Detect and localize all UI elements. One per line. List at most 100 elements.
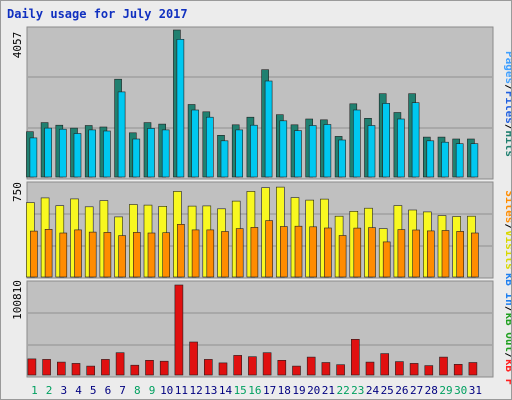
files-bar (352, 109, 361, 178)
files-bar (455, 143, 464, 178)
sites-bar (309, 226, 318, 278)
sites-bar (412, 229, 420, 278)
files-bar (176, 38, 185, 178)
legend-kb-in: kB In (503, 273, 511, 306)
kb-f-bar (439, 356, 448, 376)
kb-f-bar (262, 352, 272, 376)
files-bar (338, 139, 346, 178)
files-bar (73, 133, 82, 178)
sites-bar (44, 229, 53, 278)
kb-f-bar (27, 358, 37, 376)
files-bar (250, 124, 258, 178)
sites-bar (426, 230, 435, 278)
sites-bar (353, 227, 362, 278)
files-bar (132, 138, 141, 178)
kb-f-bar (233, 355, 242, 376)
kb-f-bar (380, 353, 390, 376)
kb-f-bar (115, 352, 125, 376)
kb-f-bar (101, 359, 110, 376)
files-bar (161, 129, 170, 178)
day-label: 25 (381, 384, 394, 397)
day-label: 18 (278, 384, 291, 397)
day-label: 8 (134, 384, 141, 397)
sites-bar (206, 229, 215, 278)
files-bar (308, 125, 317, 178)
day-label: 3 (60, 384, 67, 397)
kb-f-bar (453, 363, 463, 376)
files-bar (220, 140, 229, 178)
kb-f-bar (71, 363, 81, 376)
kb-f-bar (130, 364, 140, 376)
legend-hits: Hits (503, 131, 511, 158)
day-label: 22 (336, 384, 349, 397)
sites-bar (177, 224, 185, 278)
files-bar (382, 103, 391, 178)
sites-bar (265, 220, 273, 278)
day-label: 4 (75, 384, 82, 397)
kb-f-bar (468, 362, 478, 376)
kb-f-bar (365, 361, 375, 376)
legend-visits: Visits (503, 230, 511, 270)
sites-bar (250, 227, 259, 278)
visits-max-label: 750 (11, 182, 24, 202)
day-label: 17 (263, 384, 276, 397)
kb-f-bar (336, 364, 345, 376)
sites-bar (103, 232, 112, 278)
legend-sep: / (503, 124, 511, 131)
legend-files: Files (503, 91, 511, 124)
files-bar (441, 141, 449, 178)
files-bar (44, 127, 52, 178)
legend-sep: / (503, 84, 511, 91)
day-label: 14 (219, 384, 233, 397)
sites-bar (221, 231, 229, 278)
day-label: 12 (189, 384, 202, 397)
sites-bar (133, 232, 141, 278)
day-label: 7 (119, 384, 126, 397)
kb-f-bar (189, 341, 198, 376)
files-bar (29, 137, 38, 178)
kb-f-bar (42, 359, 51, 376)
sites-bar (368, 227, 376, 278)
sites-bar (118, 235, 126, 278)
sites-bar (30, 230, 38, 278)
files-bar (397, 118, 405, 178)
kb-f-bar (86, 365, 95, 376)
kbytes-panel (26, 280, 494, 378)
sites-bar (59, 232, 68, 278)
sites-bar (456, 231, 465, 278)
day-label: 30 (454, 384, 467, 397)
day-label: 10 (160, 384, 173, 397)
sites-bar (235, 228, 244, 278)
kb-f-bar (395, 361, 404, 376)
legend-sep: / (503, 223, 511, 230)
kb-f-bar (350, 338, 360, 376)
files-bar (294, 130, 302, 178)
files-bar (470, 143, 479, 178)
kb-f-bar (174, 284, 184, 376)
day-label: 11 (175, 384, 188, 397)
sites-bar (397, 229, 406, 278)
kb-f-bar (306, 356, 316, 376)
day-label: 1 (31, 384, 38, 397)
files-bar (103, 130, 111, 178)
sites-bar (88, 231, 97, 278)
sites-bar (191, 229, 200, 278)
sites-bar (382, 241, 391, 278)
legend-sep: / (503, 352, 511, 359)
legend-panel2: Sites/Visits (503, 190, 511, 270)
files-bar (279, 120, 288, 178)
day-label: 23 (351, 384, 364, 397)
files-bar (191, 109, 199, 178)
legend-kb-f: kB F (503, 359, 511, 386)
legend-kb-out: kB Out (503, 312, 511, 352)
files-bar (117, 91, 126, 178)
files-bar (206, 116, 214, 178)
legend-panel1: Pages/Files/Hits (503, 51, 511, 157)
sites-bar (162, 232, 170, 278)
sites-bar (74, 229, 82, 278)
day-label: 9 (149, 384, 156, 397)
day-label: 21 (322, 384, 335, 397)
day-label: 26 (395, 384, 408, 397)
